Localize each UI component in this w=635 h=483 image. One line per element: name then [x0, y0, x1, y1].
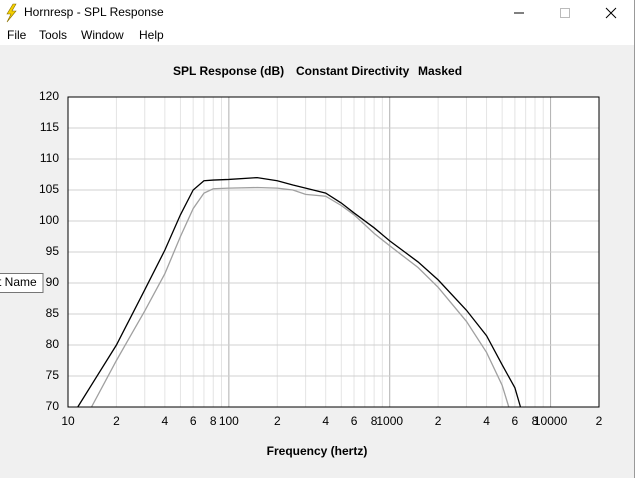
x-tick-label: 2 [113, 414, 120, 428]
x-tick-label: 4 [322, 414, 329, 428]
x-tick-label: 8 [532, 414, 539, 428]
chart-title: Masked [418, 64, 462, 78]
x-tick-label: 10000 [534, 414, 568, 428]
x-tick-label: 6 [190, 414, 197, 428]
grid [67, 96, 600, 408]
title-bar [0, 0, 635, 45]
y-tick-label: 70 [46, 399, 60, 413]
plot-frame [67, 96, 600, 408]
window-title: Hornresp - SPL Response [24, 5, 164, 19]
labels: SPL Response (dB) Constant Directivity Mas… [39, 64, 603, 428]
x-tick-label: 8 [371, 414, 378, 428]
x-tick-label: 4 [162, 414, 169, 428]
y-tick-label: 120 [39, 89, 59, 103]
x-tick-label: 10 [61, 414, 75, 428]
app-icon [6, 3, 17, 23]
y-tick-label: 75 [46, 368, 60, 382]
chart-title: Constant Directivity [296, 64, 410, 78]
close-button[interactable] [605, 7, 617, 19]
x-tick-label: 2 [274, 414, 281, 428]
menu-item[interactable]: Tools [39, 28, 67, 42]
tooltip [0, 273, 44, 293]
x-tick-label: 2 [435, 414, 442, 428]
x-tick-label: 100 [219, 414, 239, 428]
menu-item[interactable]: Window [81, 28, 124, 42]
x-tick-label: 8 [210, 414, 217, 428]
response-line [77, 176, 522, 408]
y-tick-label: 100 [39, 213, 59, 227]
x-tick-label: 6 [351, 414, 358, 428]
maximize-button[interactable] [560, 8, 570, 18]
chart-title: SPL Response (dB) [173, 64, 284, 78]
y-tick-label: 110 [40, 151, 59, 165]
x-tick-label: 4 [483, 414, 490, 428]
y-tick-label: 80 [46, 337, 60, 351]
response-line [90, 186, 510, 408]
y-tick-label: 105 [39, 182, 59, 196]
tooltip-text: t Name [0, 275, 37, 289]
y-tick-label: 85 [46, 306, 60, 320]
x-tick-label: 2 [596, 414, 603, 428]
x-tick-label: 1000 [376, 414, 403, 428]
y-tick-label: 95 [46, 244, 60, 258]
lines [77, 176, 522, 408]
y-tick-label: 90 [46, 275, 60, 289]
x-tick-label: 6 [512, 414, 519, 428]
x-axis-label: Frequency (hertz) [267, 444, 368, 458]
menu-bar: File Tools Window Help [7, 28, 164, 42]
menu-item[interactable]: File [7, 28, 27, 42]
menu-item[interactable]: Help [139, 28, 164, 42]
y-tick-label: 115 [40, 120, 59, 134]
